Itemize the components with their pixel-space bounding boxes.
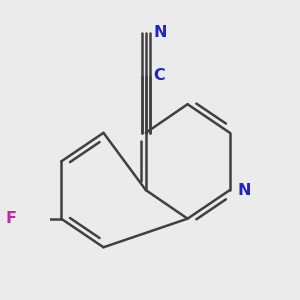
Text: C: C xyxy=(153,68,165,83)
Text: N: N xyxy=(237,183,251,198)
Text: F: F xyxy=(5,211,16,226)
Text: N: N xyxy=(153,25,166,40)
